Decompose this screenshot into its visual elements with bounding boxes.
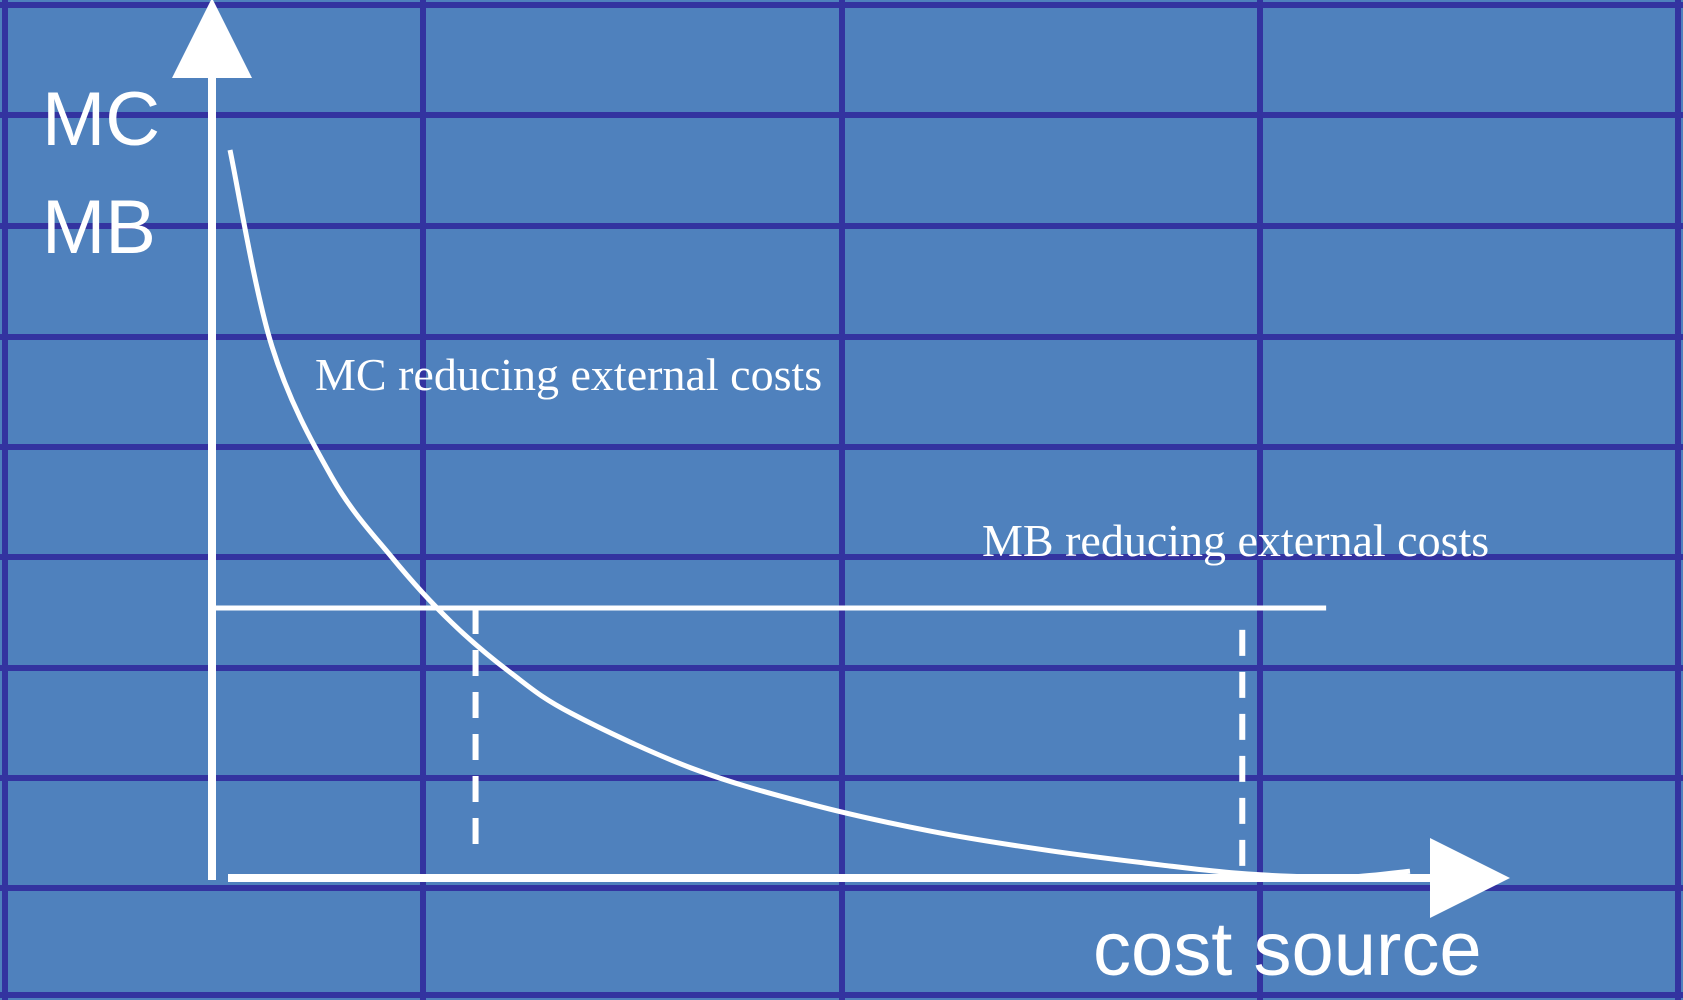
x-axis-label: cost source [1093,907,1482,992]
y-axis-label-mc: MC [42,77,160,162]
axes [172,0,1510,918]
labels: MC MB cost source MC reducing external c… [42,77,1489,992]
mb-line-label: MB reducing external costs [982,515,1489,566]
series [212,149,1411,880]
mc-curve [227,149,1411,880]
y-axis-label-mb: MB [42,185,156,270]
mc-curve-label: MC reducing external costs [315,349,822,400]
